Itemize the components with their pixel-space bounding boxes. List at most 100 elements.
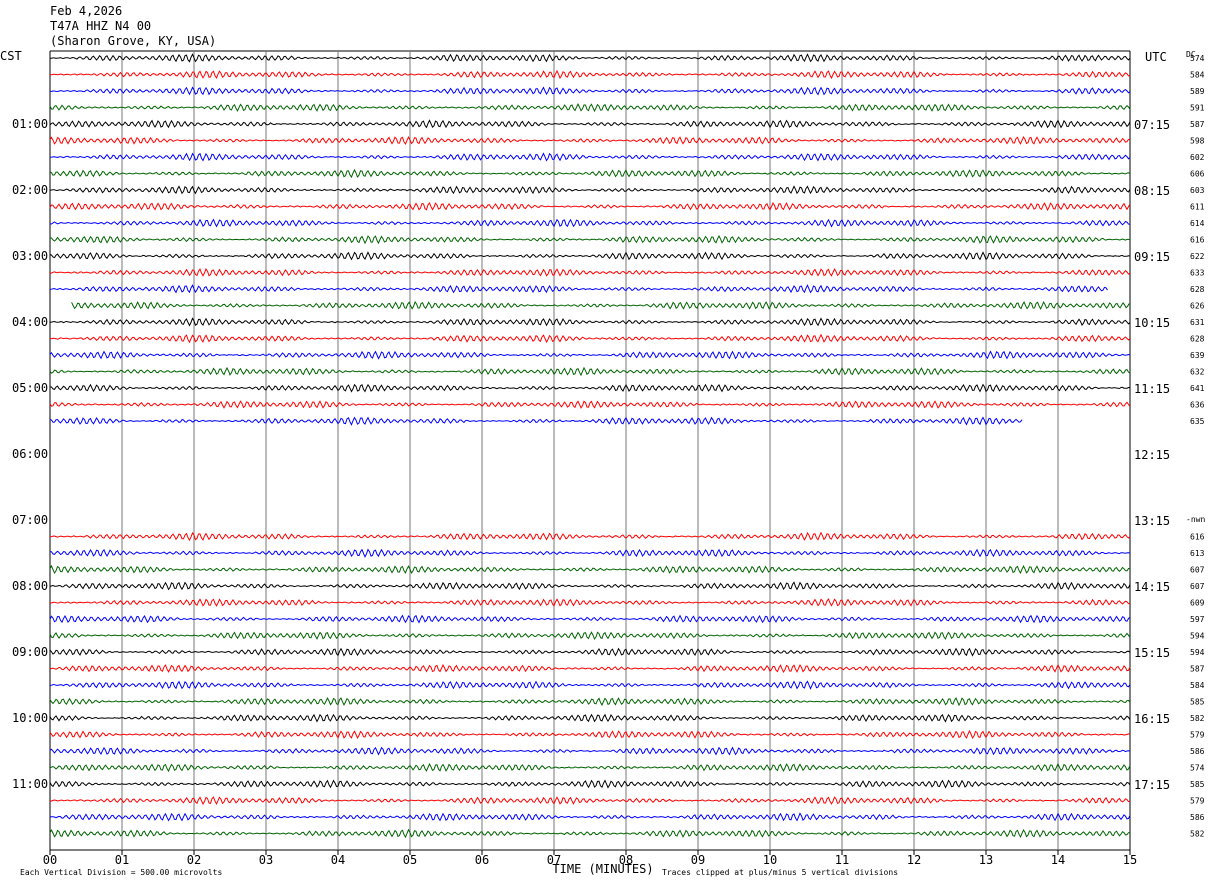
right-hour-label: 07:15 xyxy=(1134,118,1170,132)
dc-offset-label: 602 xyxy=(1190,153,1205,162)
seismic-trace xyxy=(49,152,1131,162)
right-hour-label: 13:15 xyxy=(1134,514,1170,528)
left-hour-label: 02:00 xyxy=(12,183,48,197)
dc-offset-label: 616 xyxy=(1190,236,1205,245)
seismic-trace xyxy=(49,631,1131,641)
dc-offset-label: 582 xyxy=(1190,830,1205,839)
dc-offset-label: 585 xyxy=(1190,780,1205,789)
seismic-trace xyxy=(49,581,1131,591)
x-tick-label: 05 xyxy=(403,853,417,867)
seismic-trace xyxy=(49,168,1131,179)
x-tick-label: 12 xyxy=(907,853,921,867)
seismic-trace xyxy=(49,696,1131,707)
x-tick-label: 10 xyxy=(763,853,777,867)
seismic-trace xyxy=(49,779,1131,789)
right-hour-label: 10:15 xyxy=(1134,316,1170,330)
seismic-trace xyxy=(50,548,1131,558)
x-axis-title: TIME (MINUTES) xyxy=(552,862,653,876)
seismic-traces xyxy=(49,53,1131,839)
dc-offset-label: 636 xyxy=(1190,401,1205,410)
seismic-trace xyxy=(49,383,1131,393)
left-hour-label: 10:00 xyxy=(12,711,48,725)
seismic-trace xyxy=(49,69,1131,80)
seismic-trace xyxy=(49,350,1131,360)
dc-offset-label: 587 xyxy=(1190,120,1205,129)
seismic-trace xyxy=(49,680,1131,690)
dc-offset-label: 587 xyxy=(1190,665,1205,674)
x-tick-label: 04 xyxy=(331,853,345,867)
dc-offset-label: 574 xyxy=(1190,54,1205,63)
dc-offset-label: 633 xyxy=(1190,269,1205,278)
right-timezone-label: UTC xyxy=(1145,50,1167,64)
dc-offset-label: 639 xyxy=(1190,351,1205,360)
seismic-trace xyxy=(49,796,1131,806)
dc-offset-label: 598 xyxy=(1190,137,1205,146)
dc-offset-label: 586 xyxy=(1190,813,1205,822)
dc-offset-label: 628 xyxy=(1190,285,1205,294)
seismic-trace xyxy=(49,812,1131,822)
x-tick-label: 13 xyxy=(979,853,993,867)
seismic-trace xyxy=(49,564,1131,575)
seismic-trace xyxy=(49,53,1131,63)
seismic-trace xyxy=(50,333,1131,344)
x-tick-label: 07 xyxy=(547,853,561,867)
x-tick-label: 00 xyxy=(43,853,57,867)
seismic-trace xyxy=(49,828,1131,839)
dc-offset-label: 632 xyxy=(1190,368,1205,377)
seismic-trace xyxy=(49,614,1131,624)
x-tick-label: 09 xyxy=(691,853,705,867)
right-hour-label: 11:15 xyxy=(1134,382,1170,396)
seismic-trace xyxy=(49,267,1131,277)
seismic-trace xyxy=(49,102,1131,113)
seismic-trace xyxy=(49,416,1023,426)
dc-offset-label: 614 xyxy=(1190,219,1205,228)
dc-offset-label: 579 xyxy=(1190,797,1205,806)
seismic-trace xyxy=(49,713,1131,723)
seismic-trace xyxy=(49,284,1108,294)
dc-offset-label: 585 xyxy=(1190,698,1205,707)
x-tick-label: 03 xyxy=(259,853,273,867)
left-hour-label: 11:00 xyxy=(12,777,48,791)
left-hour-label: 04:00 xyxy=(12,315,48,329)
x-tick-label: 14 xyxy=(1051,853,1065,867)
seismic-trace xyxy=(71,300,1130,311)
left-hour-label: 01:00 xyxy=(12,117,48,131)
dc-offset-label: 609 xyxy=(1190,599,1205,608)
dc-offset-label: 584 xyxy=(1190,71,1205,80)
dc-offset-label: 611 xyxy=(1190,203,1205,212)
seismic-trace xyxy=(49,647,1131,657)
left-hour-label: 05:00 xyxy=(12,381,48,395)
x-tick-label: 08 xyxy=(619,853,633,867)
seismic-trace xyxy=(49,729,1131,740)
dc-offset-label: 586 xyxy=(1190,747,1205,756)
x-tick-label: 01 xyxy=(115,853,129,867)
x-tick-label: 02 xyxy=(187,853,201,867)
dc-offset-label: 574 xyxy=(1190,764,1205,773)
seismic-trace xyxy=(49,400,1131,409)
right-hour-label: 12:15 xyxy=(1134,448,1170,462)
dc-offset-label: 597 xyxy=(1190,615,1205,624)
seismic-trace xyxy=(49,317,1131,327)
station-location: (Sharon Grove, KY, USA) xyxy=(50,34,217,48)
seismic-trace xyxy=(49,135,1131,146)
left-hour-label: 08:00 xyxy=(12,579,48,593)
seismic-trace xyxy=(49,185,1131,195)
dc-offset-label: 589 xyxy=(1190,87,1205,96)
axis-labels: 00 01 02 03 04 05 06 07 08 09 10 11 12 13 14 15 TIME (MI… xyxy=(0,49,1205,876)
plot-date: Feb 4,2026 xyxy=(50,4,123,18)
left-hour-label: 07:00 xyxy=(12,513,48,527)
x-tick-label: 11 xyxy=(835,853,849,867)
dc-offset-label: 607 xyxy=(1190,566,1205,575)
station-id: T47A HHZ N4 00 xyxy=(50,19,152,33)
dc-offset-label: 594 xyxy=(1190,632,1205,641)
dc-offset-label: 635 xyxy=(1190,417,1205,426)
dc-offset-label: 579 xyxy=(1190,731,1205,740)
dc-offset-label: 591 xyxy=(1190,104,1205,113)
seismic-trace xyxy=(49,531,1131,542)
left-timezone-label: CST xyxy=(0,49,22,63)
dc-offset-label: 613 xyxy=(1190,549,1205,558)
clip-note: Traces clipped at plus/minus 5 vertical … xyxy=(662,868,899,877)
seismic-trace xyxy=(49,86,1131,96)
dc-offset-label: 607 xyxy=(1190,582,1205,591)
dc-offset-label: 594 xyxy=(1190,648,1205,657)
